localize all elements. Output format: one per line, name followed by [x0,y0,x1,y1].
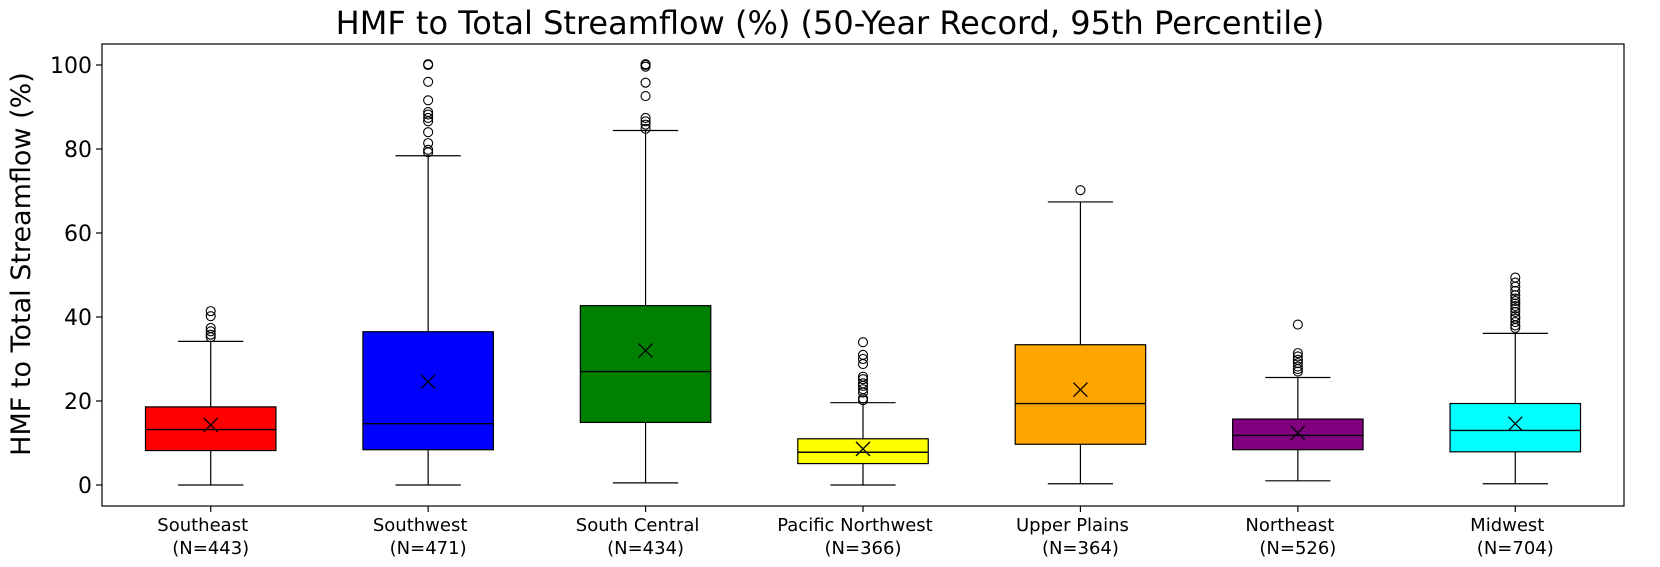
outlier-point [423,109,434,120]
x-tick-label: Southeast [157,515,248,536]
outlier-point [857,378,869,389]
outlier-point [1292,366,1303,377]
outlier-point [857,353,869,365]
outlier-point [857,374,869,385]
y-tick-label: 100 [50,54,92,79]
outlier-point [1075,185,1086,196]
x-tick-label: Upper Plains [1016,515,1129,536]
x-tick-label: Pacific Northwest [777,515,933,536]
outlier-point [423,95,434,106]
outlier-point [640,123,651,134]
outlier-point [205,326,216,337]
x-tick-label: Midwest [1470,515,1544,536]
outlier-point [423,106,434,118]
outlier-point [205,311,216,322]
outlier-point [423,112,434,123]
x-tick-sample-size: (N=366) [825,538,902,559]
box [579,305,712,424]
chart-title: HMF to Total Streamflow (%) (50-Year Rec… [336,4,1325,42]
mean-marker [1072,382,1088,398]
outlier-point [640,112,651,123]
outlier-point [1510,272,1521,283]
box [797,438,929,465]
box [1232,418,1364,451]
x-tick-label: Northeast [1245,515,1334,536]
y-tick-label: 60 [64,222,92,247]
x-tick-sample-size: (N=704) [1477,538,1554,559]
y-tick-label: 40 [64,306,92,331]
y-tick-label: 0 [78,474,92,499]
outlier-point [640,91,651,102]
box [144,406,277,452]
outlier-point [1292,361,1303,372]
plot-area: 020406080100Southeast(N=443)Southwest(N=… [50,54,1582,559]
outlier-point [1292,351,1303,362]
outlier-point [1510,301,1521,312]
outlier-point [1292,354,1303,365]
x-tick-sample-size: (N=443) [172,538,249,559]
outlier-point [423,138,434,149]
outlier-point [1292,348,1303,359]
outlier-point [857,337,869,348]
x-tick-sample-size: (N=364) [1042,538,1119,559]
mean-marker [203,417,219,433]
x-tick-label: South Central [576,515,700,536]
outlier-point [1292,358,1303,369]
box [1014,344,1147,445]
outlier-point [640,77,651,88]
outlier-point [640,119,651,130]
outlier-point [423,59,434,70]
x-tick-sample-size: (N=471) [390,538,467,559]
outlier-point [857,371,869,382]
plot-frame [101,43,1625,507]
outlier-point [857,349,869,360]
y-axis-label: HMF to Total Streamflow (%) [6,72,37,456]
box [362,331,494,451]
outlier-point [1510,285,1521,297]
mean-marker [420,374,436,390]
y-tick-label: 20 [64,390,92,415]
x-tick-sample-size: (N=434) [607,538,684,559]
outlier-point [1510,295,1521,307]
x-tick-sample-size: (N=526) [1259,538,1336,559]
box [1449,402,1582,453]
outlier-point [1510,316,1521,328]
x-tick-label: Southwest [373,515,468,536]
outlier-point [1510,298,1521,309]
mean-marker [638,343,654,359]
outlier-point [205,322,216,333]
outlier-point [640,59,651,70]
mean-marker [855,441,871,457]
outlier-point [640,116,651,127]
outlier-point [423,127,434,138]
mean-marker [1507,416,1523,432]
outlier-point [1292,319,1303,330]
outlier-point [1510,290,1521,301]
outlier-point [1510,313,1521,324]
outlier-point [1510,311,1521,322]
outlier-point [1510,306,1521,318]
outlier-point [205,329,216,340]
outlier-point [1510,303,1521,314]
outlier-point [857,384,869,395]
outlier-point [1510,293,1521,304]
outlier-point [205,306,216,317]
y-tick-label: 80 [64,138,92,163]
outlier-point [423,76,434,87]
outlier-point [1510,277,1521,288]
mean-marker [1290,425,1306,441]
outlier-point [423,144,434,155]
